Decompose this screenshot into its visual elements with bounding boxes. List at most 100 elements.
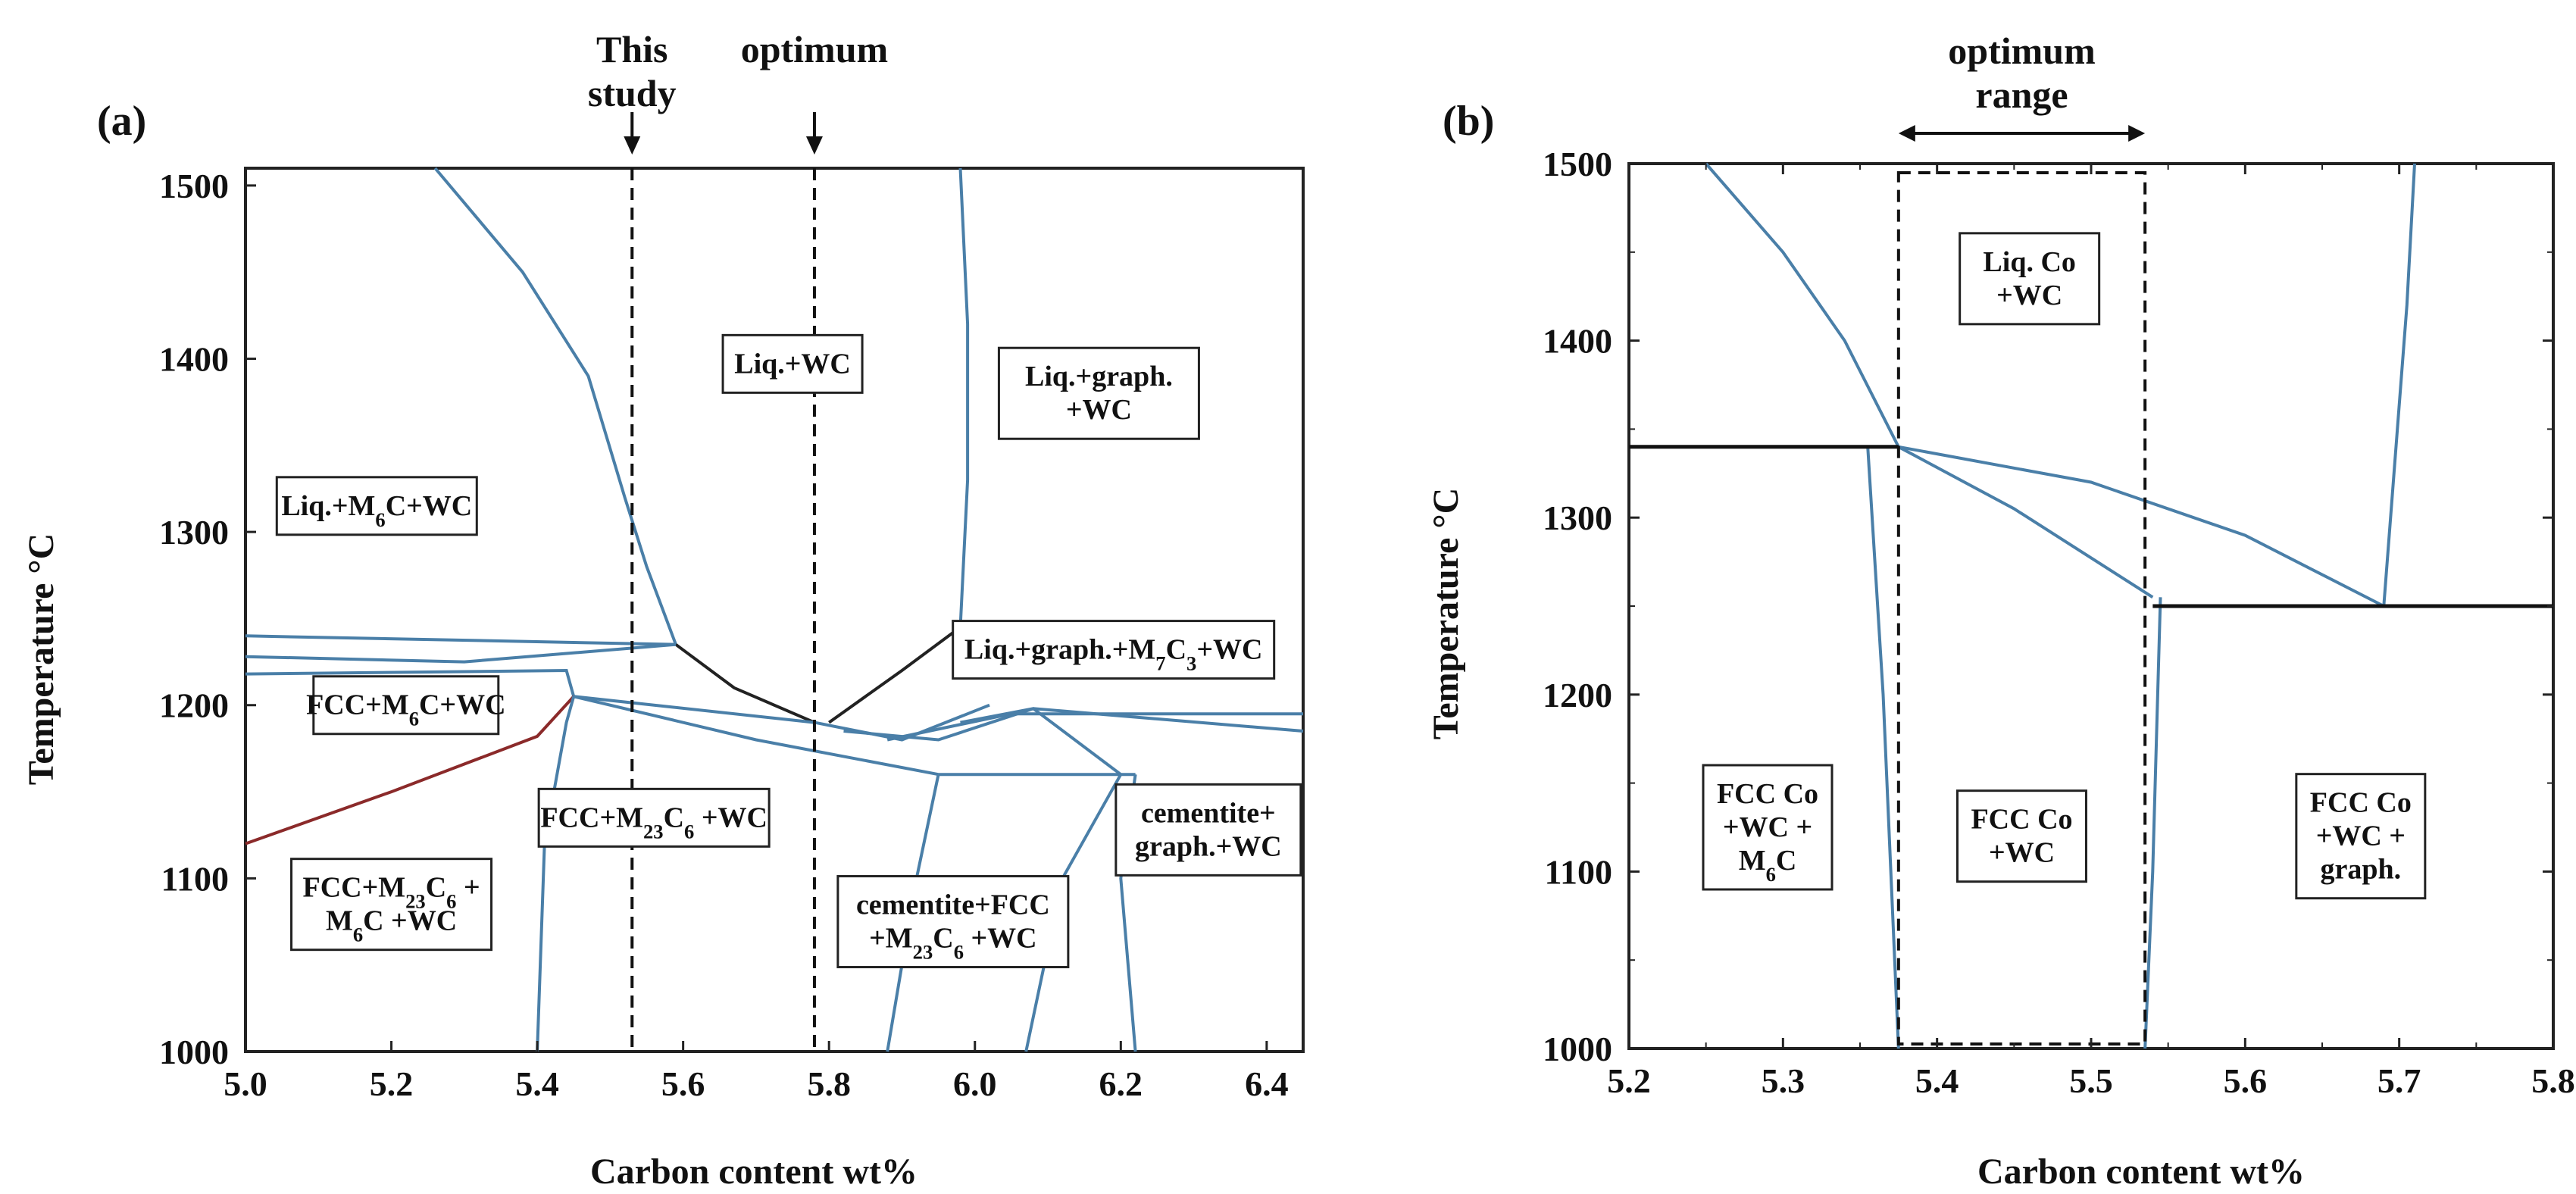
region-box-frame [1956, 789, 2087, 883]
region-label: +WC + [1723, 811, 1812, 843]
phase-boundary-m6c-fcc-line [573, 695, 815, 724]
region-box-frame [537, 787, 771, 848]
region-label-box: Liq. Co+WC [1959, 232, 2101, 326]
region-label-box: Liq.+graph.+WC [997, 346, 1200, 440]
region-box-frame [721, 333, 864, 394]
region-label: graph.+WC [1135, 830, 1282, 862]
optimum-range-arrowhead-right [2128, 125, 2146, 142]
panel-a-reference-lines [630, 168, 816, 1052]
optimum-range-box [1896, 171, 2147, 1046]
annotation-arrowhead [805, 136, 823, 155]
region-label: +M23C6 +WC [869, 923, 1036, 964]
panel-b-y-axis-title: Temperature °C [1426, 488, 1466, 739]
annotation-label: range [1975, 73, 2068, 116]
region-label-box: FCC Co+WC +M6C [1702, 764, 1834, 891]
region-label: FCC Co [2310, 787, 2412, 819]
y-tick-label: 1100 [161, 859, 229, 898]
phase-boundary-solidus-upper [1898, 445, 2385, 608]
panel-b-x-ticks: 5.2 5.3 5.4 5.5 5.6 5.7 5.8 [1607, 164, 2575, 1100]
y-tick-label: 1100 [1545, 852, 1612, 891]
panel-b-optimum-range [1896, 125, 2147, 1046]
x-tick-label: 5.4 [1915, 1061, 1959, 1100]
region-label-box: Liq.+M6C+WC [275, 476, 478, 536]
x-tick-label: 5.6 [661, 1064, 705, 1103]
y-tick-label: 1300 [1543, 499, 1612, 537]
panel-b-boundaries [1629, 162, 2553, 1049]
x-tick-label: 5.8 [807, 1064, 851, 1103]
phase-boundary-m6c-liq-lower [245, 642, 677, 664]
phase-boundary-liquidus-right [2382, 163, 2416, 607]
panel-b: (b) Temperature °C Carbon content wt% 5.… [1426, 30, 2575, 1192]
region-box-frame [836, 875, 1070, 969]
region-label-box: FCC+M23C6 +M6C +WC [290, 858, 493, 952]
panel-a-boundaries [245, 167, 1304, 1052]
panel-a-y-ticks: 1000 1100 1200 1300 1400 1500 [159, 167, 256, 1071]
region-label: FCC+M23C6 + [302, 872, 480, 913]
region-label-box: cementite+graph.+WC [1114, 783, 1302, 877]
x-tick-label: 6.2 [1099, 1064, 1143, 1103]
x-tick-label: 6.0 [953, 1064, 997, 1103]
region-label: Liq.+WC [734, 348, 851, 380]
panel-a: (a) Temperature °C Carbon content wt% 5.… [21, 28, 1305, 1192]
annotation-arrowhead [624, 136, 641, 155]
annotation-label: optimum [741, 28, 888, 70]
x-tick-label: 5.5 [2069, 1061, 2113, 1100]
panel-a-regions: Liq.+WC Liq.+graph.+WC Liq.+M6C+WC Liq.+gra… [275, 333, 1302, 969]
y-tick-label: 1400 [1543, 322, 1612, 361]
y-tick-label: 1200 [1543, 676, 1612, 714]
y-tick-label: 1500 [159, 167, 229, 205]
panel-a-x-ticks: 5.0 5.2 5.4 5.6 5.8 6.0 6.2 6.4 [224, 1041, 1289, 1103]
phase-boundary-eutectic-valley-left [674, 643, 815, 724]
x-tick-label: 5.2 [1607, 1061, 1651, 1100]
panel-a-plot-frame [244, 167, 1305, 1053]
region-label: cementite+ [1141, 797, 1276, 829]
phase-boundary-liquidus-left [1705, 162, 1900, 448]
x-tick-label: 5.6 [2224, 1061, 2268, 1100]
phase-boundary-eutectic-valley-right [828, 626, 961, 724]
annotation-label: study [588, 72, 677, 114]
x-tick-label: 5.7 [2377, 1061, 2421, 1100]
annotation-label: This [596, 28, 668, 70]
region-label-box: FCC+M23C6 +WC [537, 787, 771, 848]
region-label: Liq.+M6C+WC [281, 490, 472, 531]
region-label: FCC Co [1717, 778, 1818, 810]
x-tick-label: 6.4 [1245, 1064, 1289, 1103]
phase-boundary-m7c3-lower [843, 707, 1122, 776]
x-tick-label: 5.4 [515, 1064, 559, 1103]
region-box-frame [275, 476, 478, 536]
panel-b-label: (b) [1443, 98, 1494, 145]
region-label-box: FCC Co+WC +graph. [2295, 773, 2427, 900]
phase-boundary-fcc-m23c6-top [573, 695, 939, 777]
region-box-frame [312, 675, 500, 736]
region-box-frame [997, 346, 1200, 440]
phase-boundary-fcc-m6c-top [245, 668, 576, 697]
x-tick-label: 5.0 [224, 1064, 267, 1103]
x-tick-label: 5.3 [1762, 1061, 1805, 1100]
region-label: FCC+M6C+WC [306, 689, 505, 730]
phase-boundary-solidus-lower [1897, 445, 2154, 599]
y-tick-label: 1300 [159, 513, 229, 552]
phase-boundary-fcc-right [2143, 597, 2162, 1049]
region-label-box: FCC Co+WC [1956, 789, 2087, 883]
region-label: M6C [1739, 845, 1797, 886]
y-tick-label: 1200 [159, 686, 229, 725]
region-label: Liq. Co [1983, 246, 2075, 278]
region-label-box: Liq.+WC [721, 333, 864, 394]
panel-a-label: (a) [97, 98, 146, 145]
phase-boundary-liquidus-right [958, 167, 970, 627]
region-box-frame [1702, 764, 1834, 891]
phase-boundary-m23c6-solvus [245, 695, 575, 845]
phase-boundary-graph-top [960, 707, 1304, 733]
phase-boundary-fcc-left-edge [536, 695, 576, 1052]
region-label: FCC Co [1971, 804, 2072, 836]
panel-a-y-axis-title: Temperature °C [21, 533, 61, 785]
region-label: +WC [1996, 280, 2062, 311]
region-box-frame [952, 620, 1276, 680]
region-label: Liq.+graph.+M7C3+WC [964, 634, 1263, 675]
phase-boundary-m7c3-upper [814, 703, 990, 742]
region-label: +WC [1989, 837, 2055, 869]
